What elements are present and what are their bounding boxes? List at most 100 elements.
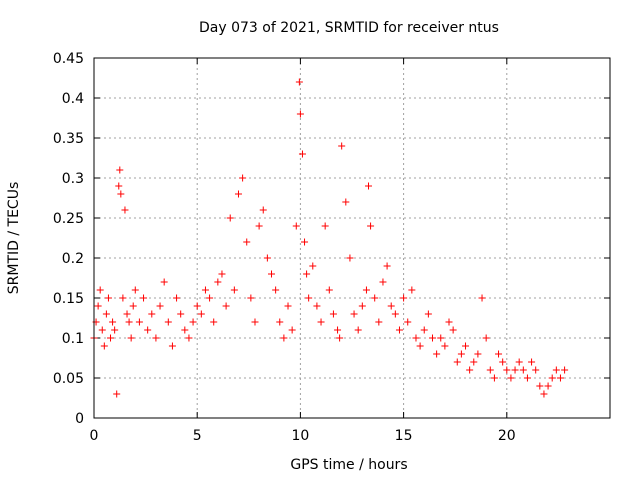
data-point bbox=[338, 142, 346, 150]
data-point bbox=[251, 318, 259, 326]
data-point bbox=[109, 318, 117, 326]
data-point bbox=[325, 286, 333, 294]
data-point bbox=[457, 350, 465, 358]
data-point bbox=[478, 294, 486, 302]
x-tick-label: 10 bbox=[291, 428, 309, 444]
data-point bbox=[135, 318, 143, 326]
data-point bbox=[317, 318, 325, 326]
data-point bbox=[247, 294, 255, 302]
data-point bbox=[181, 326, 189, 334]
data-point bbox=[123, 310, 131, 318]
data-point bbox=[239, 174, 247, 182]
data-point bbox=[433, 350, 441, 358]
data-point bbox=[96, 286, 104, 294]
data-point bbox=[117, 190, 125, 198]
data-point bbox=[280, 334, 288, 342]
data-point bbox=[503, 366, 511, 374]
data-point bbox=[507, 374, 515, 382]
data-point bbox=[511, 366, 519, 374]
data-point bbox=[292, 222, 300, 230]
data-point bbox=[276, 318, 284, 326]
data-point bbox=[121, 206, 129, 214]
data-point bbox=[495, 350, 503, 358]
data-point bbox=[288, 326, 296, 334]
data-point bbox=[140, 294, 148, 302]
x-tick-label: 20 bbox=[498, 428, 516, 444]
data-point bbox=[230, 286, 238, 294]
data-point bbox=[226, 214, 234, 222]
data-point bbox=[100, 342, 108, 350]
data-point bbox=[129, 302, 137, 310]
data-point bbox=[428, 334, 436, 342]
data-point bbox=[441, 342, 449, 350]
data-point bbox=[540, 390, 548, 398]
data-point bbox=[111, 326, 119, 334]
data-point bbox=[113, 390, 121, 398]
data-point bbox=[173, 294, 181, 302]
data-point bbox=[119, 294, 127, 302]
data-point bbox=[412, 334, 420, 342]
data-point bbox=[365, 182, 373, 190]
data-point bbox=[115, 182, 123, 190]
data-point bbox=[214, 278, 222, 286]
data-point bbox=[263, 254, 271, 262]
data-point bbox=[486, 366, 494, 374]
data-point bbox=[404, 318, 412, 326]
data-point bbox=[379, 278, 387, 286]
data-point bbox=[152, 334, 160, 342]
data-point bbox=[189, 318, 197, 326]
data-point bbox=[490, 374, 498, 382]
data-point bbox=[193, 302, 201, 310]
data-point bbox=[201, 286, 209, 294]
x-tick-label: 5 bbox=[193, 428, 202, 444]
data-point bbox=[303, 270, 311, 278]
x-tick-label: 0 bbox=[90, 428, 99, 444]
data-point bbox=[453, 358, 461, 366]
data-point bbox=[125, 318, 133, 326]
y-axis-label: SRMTID / TECUs bbox=[6, 182, 22, 295]
data-point bbox=[395, 326, 403, 334]
data-point bbox=[445, 318, 453, 326]
data-point bbox=[528, 358, 536, 366]
data-point bbox=[222, 302, 230, 310]
data-point bbox=[375, 318, 383, 326]
data-point bbox=[309, 262, 317, 270]
data-point bbox=[556, 374, 564, 382]
y-tick-label: 0.2 bbox=[62, 251, 84, 267]
data-point bbox=[116, 166, 124, 174]
data-point bbox=[350, 310, 358, 318]
data-point bbox=[544, 382, 552, 390]
data-point bbox=[548, 374, 556, 382]
data-point bbox=[313, 302, 321, 310]
data-point bbox=[358, 302, 366, 310]
data-point bbox=[462, 342, 470, 350]
data-point bbox=[295, 78, 303, 86]
data-point bbox=[259, 206, 267, 214]
data-point bbox=[416, 342, 424, 350]
data-point bbox=[420, 326, 428, 334]
data-point bbox=[185, 334, 193, 342]
y-tick-label: 0.1 bbox=[62, 331, 84, 347]
data-point bbox=[156, 302, 164, 310]
data-point bbox=[437, 334, 445, 342]
x-axis-label: GPS time / hours bbox=[290, 457, 407, 473]
data-point bbox=[218, 270, 226, 278]
data-point bbox=[144, 326, 152, 334]
data-point bbox=[243, 238, 251, 246]
data-point bbox=[470, 358, 478, 366]
data-point bbox=[298, 150, 306, 158]
data-point bbox=[346, 254, 354, 262]
data-point bbox=[197, 310, 205, 318]
data-point bbox=[424, 310, 432, 318]
data-point bbox=[354, 326, 362, 334]
data-point bbox=[234, 190, 242, 198]
data-point bbox=[160, 278, 168, 286]
data-point bbox=[519, 366, 527, 374]
data-point bbox=[98, 326, 106, 334]
data-point bbox=[329, 310, 337, 318]
data-point bbox=[552, 366, 560, 374]
data-points bbox=[90, 78, 569, 398]
data-point bbox=[387, 302, 395, 310]
